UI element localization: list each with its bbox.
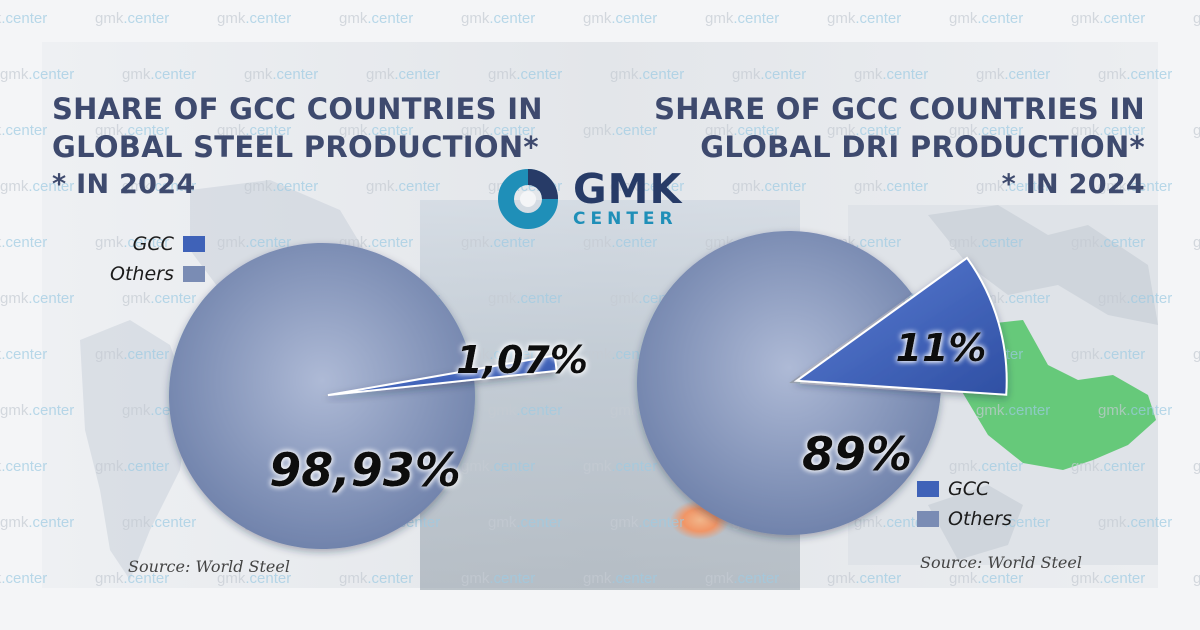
logo-word-center: CENTER	[573, 209, 678, 229]
pie-label-gcc: 1,07%	[456, 338, 588, 382]
pie-slice-others	[169, 242, 476, 549]
right-title-year: * IN 2024	[1001, 169, 1145, 200]
left-chart-legend: GCC Others	[110, 229, 205, 289]
right-title-line-1: SHARE OF GCC COUNTRIES IN	[654, 92, 1145, 126]
legend-swatch-others	[182, 266, 205, 282]
legend-label-gcc: GCC	[132, 233, 174, 255]
left-title-line-2: GLOBAL STEEL PRODUCTION*	[52, 130, 539, 164]
legend-swatch-gcc	[182, 236, 205, 252]
logo-word-gmk: GMK	[573, 165, 683, 213]
legend-label-others: Others	[948, 508, 1012, 530]
left-source-note: Source: World Steel	[128, 557, 290, 576]
right-source-note: Source: World Steel	[920, 553, 1082, 572]
gmk-ring-logo-icon	[498, 169, 558, 229]
pie-label-others: 89%	[802, 427, 912, 481]
dri-pie-chart: 11% 89%	[637, 231, 1008, 536]
pie-slice-others	[637, 231, 941, 536]
steel-pie-chart: 1,07% 98,93%	[169, 242, 588, 549]
legend-item-others: Others	[917, 504, 1012, 534]
legend-item-gcc: GCC	[110, 229, 205, 259]
legend-swatch-gcc	[917, 481, 939, 497]
pie-label-others: 98,93%	[269, 443, 461, 497]
legend-label-others: Others	[110, 263, 174, 285]
right-title-line-2: GLOBAL DRI PRODUCTION*	[700, 130, 1145, 164]
pie-label-gcc: 11%	[896, 326, 987, 370]
legend-item-others: Others	[110, 259, 205, 289]
legend-label-gcc: GCC	[948, 478, 990, 500]
pie-slice-gcc	[327, 354, 558, 397]
legend-item-gcc: GCC	[917, 474, 1012, 504]
left-chart-title: SHARE OF GCC COUNTRIES IN GLOBAL STEEL P…	[52, 90, 543, 204]
right-chart-title: SHARE OF GCC COUNTRIES IN GLOBAL DRI PRO…	[654, 90, 1145, 204]
left-title-line-1: SHARE OF GCC COUNTRIES IN	[52, 92, 543, 126]
right-chart-legend: GCC Others	[917, 474, 1012, 534]
legend-swatch-others	[917, 511, 939, 527]
gcc-countries-shape	[958, 320, 1156, 470]
pie-slice-gcc	[793, 256, 1008, 396]
gmk-center-logo: GMK CENTER	[497, 168, 682, 230]
left-title-year: * IN 2024	[52, 169, 196, 200]
